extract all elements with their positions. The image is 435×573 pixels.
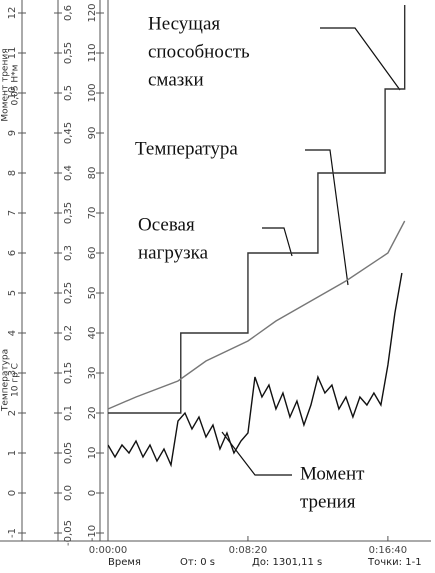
annotation: Несущая: [148, 13, 220, 34]
series-line: [108, 272, 403, 468]
y-tick-label: 50: [87, 287, 98, 300]
y-tick-label: 0,2: [63, 325, 74, 341]
y-tick-label: 10: [7, 87, 18, 100]
y-tick-label: 0,05: [63, 442, 74, 464]
y-tick-label: -0,05: [63, 520, 74, 546]
y-tick-label: 70: [87, 207, 98, 220]
y-axis-label: Температура: [1, 349, 11, 412]
y-tick-label: 120: [87, 3, 98, 22]
points: Точки: 1-1: [367, 557, 422, 568]
y-tick-label: 5: [7, 290, 18, 296]
y-axis-label: 0,05 Н*м: [11, 65, 21, 106]
y-tick-label: 8: [7, 170, 18, 176]
y-tick-label: 0,1: [63, 405, 74, 421]
y-tick-label: 0,45: [63, 122, 74, 144]
range-from: От: 0 s: [180, 557, 215, 568]
y-tick-label: 6: [7, 250, 18, 256]
y-tick-label: 10: [87, 447, 98, 460]
x-tick-label: 0:16:40: [369, 545, 408, 556]
y-tick-label: 0,0: [63, 485, 74, 501]
y-tick-label: -10: [87, 525, 98, 541]
y-tick-label: 0,6: [63, 5, 74, 21]
frame: [0, 0, 431, 542]
x-tick-label: 0:00:00: [89, 545, 128, 556]
y-tick-label: 0,5: [63, 85, 74, 101]
y-tick-label: 3: [7, 370, 18, 376]
y-tick-label: 4: [7, 330, 18, 336]
y-tick-label: 2: [7, 410, 18, 416]
y-tick-label: 0,55: [63, 42, 74, 64]
y-tick-label: 0,35: [63, 202, 74, 224]
y-tick-label: 0: [87, 490, 98, 496]
y-tick-label: 7: [7, 210, 18, 216]
leader-lines: [221, 27, 401, 476]
x-axis-name: Время: [108, 557, 141, 568]
x-tick-label: 0:08:20: [229, 545, 268, 556]
y-axis-label: Момент трения: [1, 48, 11, 121]
y-axis-label: 10 гр С: [11, 363, 21, 397]
y-tick-label: 0,25: [63, 282, 74, 304]
series-line: [108, 220, 406, 410]
annotation: трения: [300, 491, 356, 512]
y-tick-label: 90: [87, 127, 98, 140]
y-tick-label: 110: [87, 43, 98, 62]
plot-area: [108, 5, 406, 468]
y-tick-label: 40: [87, 327, 98, 340]
annotation: Осевая: [138, 214, 195, 235]
y-tick-label: -1: [7, 528, 18, 538]
y-tick-label: 9: [7, 130, 18, 136]
range-to: До: 1301,11 s: [252, 557, 322, 568]
y-tick-label: 100: [87, 83, 98, 102]
series-line: [108, 5, 406, 414]
y-tick-label: 80: [87, 167, 98, 180]
y-tick-label: 0,15: [63, 362, 74, 384]
y-tick-label: 12: [7, 7, 18, 20]
annotation: Температура: [135, 138, 238, 159]
y-tick-label: 1: [7, 450, 18, 456]
annotation: смазки: [148, 69, 204, 90]
y-tick-label: 0: [7, 490, 18, 496]
y-tick-label: 60: [87, 247, 98, 260]
y-tick-label: 30: [87, 367, 98, 380]
annotation: способность: [148, 41, 250, 62]
annotation: нагрузка: [138, 242, 209, 263]
y-tick-label: 0,3: [63, 245, 74, 261]
y-tick-label: 0,4: [63, 165, 74, 181]
y-tick-label: 11: [7, 47, 18, 60]
annotation: Момент: [300, 463, 365, 484]
y-tick-label: 20: [87, 407, 98, 420]
